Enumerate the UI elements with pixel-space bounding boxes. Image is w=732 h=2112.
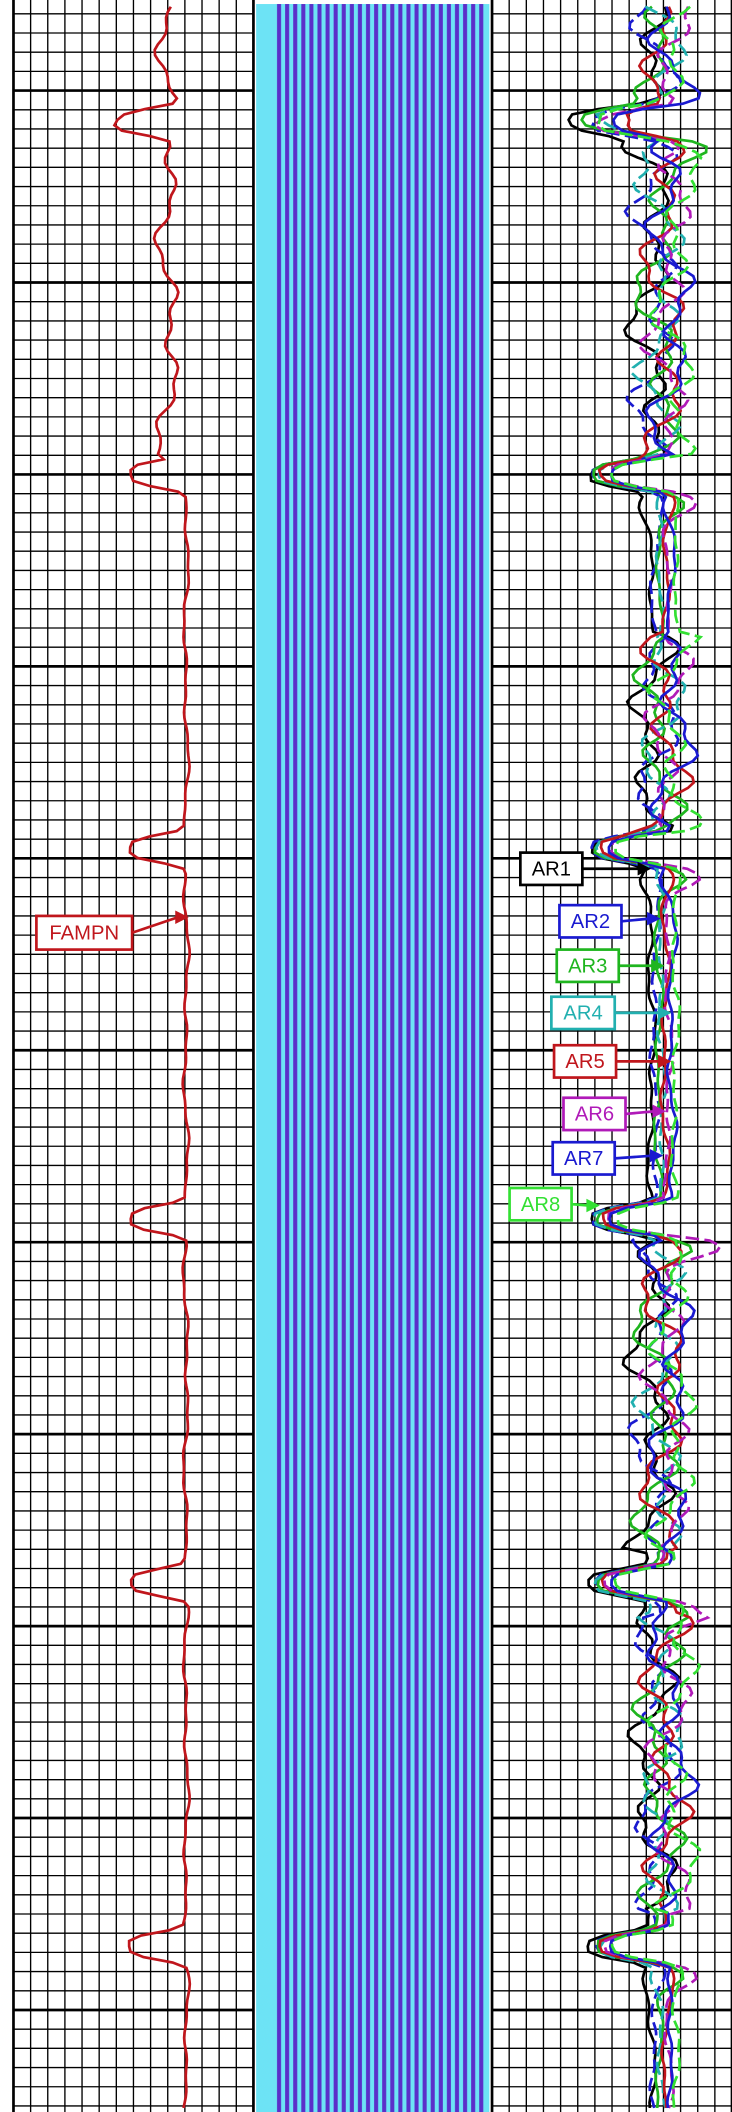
arrow-head: [586, 1198, 600, 1213]
curves: [112, 5, 723, 2109]
arrow-head: [651, 959, 665, 973]
label-box: [551, 1140, 617, 1176]
curve-label: AR6: [575, 1104, 614, 1126]
curve-label: AR4: [563, 1003, 602, 1025]
label-arrow: [614, 1154, 653, 1160]
label-arrow: [625, 1109, 656, 1116]
label-box: [519, 851, 584, 887]
label-box: [35, 914, 134, 951]
label-arrow: [571, 1202, 590, 1207]
vdl-image: [276, 4, 486, 2112]
curve-label: AR1: [532, 858, 571, 880]
curve-label: FAMPN: [49, 922, 119, 944]
labels: FAMPN AR1 AR2 AR3 AR4 AR5 AR6 AR7 AR8: [35, 851, 672, 1222]
arrow-head: [657, 1054, 672, 1069]
ar-curve: [567, 6, 682, 2109]
label-box: [558, 903, 623, 939]
label-arrow: [131, 915, 179, 935]
ar-curve: [607, 6, 702, 2109]
arrow-head: [657, 1006, 672, 1020]
arrow-head: [175, 910, 189, 924]
curve-label: AR5: [565, 1051, 604, 1073]
curve-label: AR8: [521, 1194, 560, 1216]
ar-curve: [592, 6, 723, 2109]
curve-label: AR2: [571, 911, 610, 933]
fampn-curve: [112, 6, 192, 2109]
label-arrow: [621, 917, 650, 923]
arrow-head: [649, 1148, 664, 1163]
curve-label: AR3: [568, 955, 607, 977]
arrow-head: [647, 911, 661, 926]
arrow-head: [652, 1104, 666, 1118]
arrow-head: [637, 862, 652, 876]
curve-label: AR7: [564, 1148, 603, 1170]
label-box: [550, 995, 617, 1031]
